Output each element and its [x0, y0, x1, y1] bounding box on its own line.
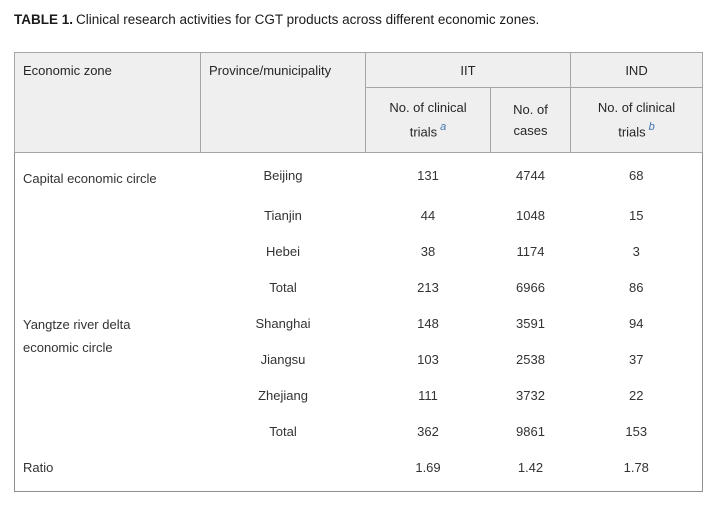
table-row-ratio: Ratio 1.69 1.42 1.78	[15, 450, 703, 492]
province-cell: Hebei	[266, 244, 300, 259]
province-cell	[201, 450, 366, 492]
footnote-marker-b: b	[648, 121, 655, 134]
table-row-total: Total 362 9861 153	[15, 414, 703, 450]
province-cell: Jiangsu	[260, 352, 306, 367]
header-line: No. of	[513, 102, 548, 117]
province-cell: Tianjin	[264, 208, 302, 223]
iit-trials-cell: 131	[417, 167, 439, 183]
economic-zone-cell: Yangtze river delta economic circle	[15, 306, 201, 450]
header-line: trials a	[368, 118, 488, 142]
table-body: Capital economic circle Beijing 131 4744…	[15, 153, 703, 492]
col-group-ind: IND	[570, 52, 704, 88]
header-line-text: trials	[409, 124, 438, 140]
province-cell: Shanghai	[255, 316, 311, 331]
province-cell: Beijing	[263, 167, 303, 183]
economic-zone-cell: Capital economic circle	[15, 153, 201, 306]
col-header-province: Province/municipality	[200, 52, 366, 153]
ind-trials-cell: 22	[629, 388, 644, 403]
iit-trials-cell: 44	[420, 208, 436, 223]
zone-line: economic circle	[23, 339, 113, 355]
table-row: Yangtze river delta economic circle Shan…	[15, 306, 703, 355]
table-header: Economic zone Province/municipality IIT …	[14, 52, 704, 153]
table-row: Capital economic circle Beijing 131 4744…	[15, 153, 703, 198]
table-caption-label: TABLE 1.	[14, 12, 74, 27]
iit-trials-cell: 1.69	[415, 459, 441, 475]
header-line: trials b	[573, 118, 700, 142]
table-row: Jiangsu 103 2538 37	[15, 342, 703, 378]
col-group-iit: IIT	[364, 52, 572, 88]
ind-trials-cell: 15	[629, 208, 644, 223]
iit-cases-cell: 4744	[516, 167, 545, 183]
ind-trials-cell: 1.78	[623, 459, 649, 475]
table-row: Zhejiang 111 3732 22	[15, 378, 703, 414]
ind-trials-cell: 68	[629, 167, 644, 183]
header-line-text: trials	[618, 124, 646, 140]
iit-trials-cell: 103	[417, 352, 439, 367]
col-header-iit-cases: No. of cases	[489, 87, 572, 153]
ind-trials-cell: 3	[632, 244, 640, 259]
ind-trials-cell: 37	[629, 352, 644, 367]
province-cell: Total	[269, 280, 297, 295]
table-row: Hebei 38 1174 3	[15, 234, 703, 270]
table-caption: TABLE 1. Clinical research activities for…	[14, 11, 703, 29]
iit-trials-cell: 38	[420, 244, 436, 259]
header-line: No. of clinical	[597, 100, 676, 116]
table-row-total: Total 213 6966 86	[15, 270, 703, 306]
footnote-marker-a: a	[440, 121, 447, 134]
group-header-row: Economic zone Province/municipality IIT …	[14, 52, 704, 153]
iit-cases-cell: 9861	[516, 424, 545, 439]
iit-cases-cell: 1174	[516, 244, 545, 259]
col-header-ind-trials: No. of clinical trials b	[570, 87, 704, 153]
iit-cases-cell: 1048	[516, 208, 545, 223]
table-row: Tianjin 44 1048 15	[15, 198, 703, 234]
zone-line: Capital economic circle	[23, 171, 157, 186]
iit-cases-cell: 3732	[516, 388, 545, 403]
iit-cases-cell: 1.42	[517, 459, 544, 475]
province-cell: Zhejiang	[258, 388, 308, 403]
header-line: cases	[513, 123, 548, 138]
iit-trials-cell: 111	[418, 388, 438, 403]
ind-trials-cell: 86	[629, 280, 644, 295]
sub-header-row: No. of clinical trials a No. of cases No.…	[15, 87, 704, 153]
clinical-research-table: Economic zone Province/municipality IIT …	[14, 52, 704, 492]
province-cell: Total	[269, 424, 297, 439]
iit-cases-cell: 6966	[516, 280, 545, 295]
iit-cases-cell: 3591	[516, 316, 545, 331]
iit-trials-cell: 362	[417, 424, 439, 439]
header-line: No. of clinical	[389, 100, 467, 116]
ind-trials-cell: 94	[629, 316, 644, 331]
ind-trials-cell: 153	[625, 424, 648, 439]
iit-trials-cell: 148	[417, 316, 439, 331]
table-caption-text: Clinical research activities for CGT pro…	[76, 12, 540, 27]
iit-cases-cell: 2538	[516, 352, 545, 367]
col-header-iit-trials: No. of clinical trials a	[365, 87, 491, 153]
page: TABLE 1. Clinical research activities for…	[14, 11, 704, 492]
iit-trials-cell: 213	[417, 280, 439, 295]
zone-line: Yangtze river delta	[23, 316, 131, 332]
ratio-label-cell: Ratio	[23, 459, 54, 475]
col-header-economic-zone: Economic zone	[14, 52, 201, 153]
